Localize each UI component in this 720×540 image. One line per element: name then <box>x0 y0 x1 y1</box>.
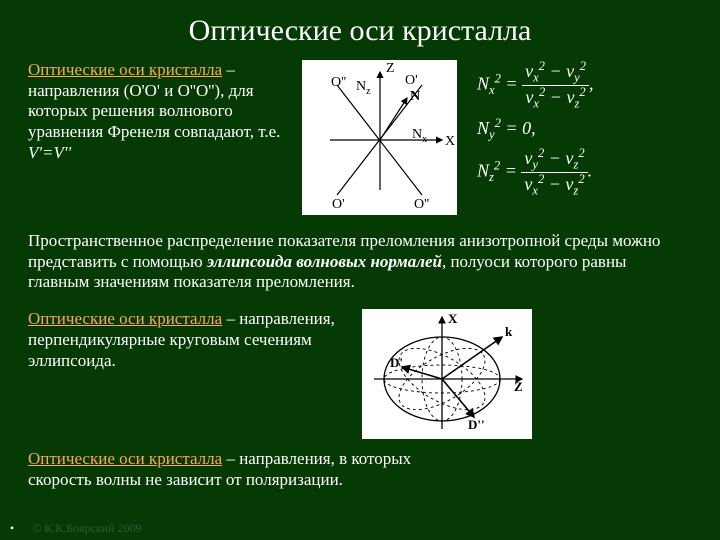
def1-eq: V'=V'' <box>28 143 71 162</box>
axes-diagram: Z X O'' O' O' O'' N Nz Nx <box>302 60 457 215</box>
bullet-icon: • <box>10 521 14 535</box>
formula-2: Ny2 = 0, <box>477 111 692 147</box>
row-1: Оптические оси кристалла – направления (… <box>28 60 692 215</box>
lbl2-k: k <box>505 324 513 339</box>
definition-1: Оптические оси кристалла – направления (… <box>28 60 288 164</box>
slide-title: Оптические оси кристалла <box>28 14 692 48</box>
lbl2-D1: D' <box>390 355 403 370</box>
lbl-Nx: Nx <box>412 127 427 145</box>
lbl-O2-tl: O'' <box>331 75 346 90</box>
def1-term: Оптические оси кристалла <box>28 60 222 79</box>
formula-3: Nz2 = vy2 − vz2 vx2 − vz2 . <box>477 147 692 198</box>
lbl-O1-tr: O' <box>405 73 418 88</box>
lbl-Z: Z <box>386 61 395 76</box>
lbl-O2-br: O'' <box>414 197 429 212</box>
lbl2-X: X <box>448 311 458 326</box>
definition-2: Оптические оси кристалла – направления, … <box>28 309 338 371</box>
ellipsoid-diagram: X Z k D' D'' <box>362 309 532 439</box>
definition-3: Оптические оси кристалла – направления, … <box>28 449 428 490</box>
lbl2-D2: D'' <box>468 417 485 432</box>
lbl-X: X <box>445 134 455 149</box>
lbl2-Z: Z <box>514 379 523 394</box>
formula-1: Nx2 = vx2 − vy2 vx2 − vz2 , <box>477 60 692 111</box>
copyright: • © К.К.Боярский 2009 <box>10 521 142 536</box>
lbl-Nz: Nz <box>356 79 371 97</box>
para-em: эллипсоида волновых нормалей <box>207 252 442 271</box>
formulas-block: Nx2 = vx2 − vy2 vx2 − vz2 , Ny2 = 0, Nz2… <box>471 60 692 197</box>
def2-term: Оптические оси кристалла <box>28 309 222 328</box>
copyright-text: © К.К.Боярский 2009 <box>32 521 141 535</box>
lbl-O1-bl: O' <box>332 197 345 212</box>
def3-term: Оптические оси кристалла <box>28 449 222 468</box>
paragraph-ellipsoid: Пространственное распределение показател… <box>28 231 692 293</box>
lbl-N: N <box>410 89 420 104</box>
row-2: Оптические оси кристалла – направления, … <box>28 309 692 439</box>
